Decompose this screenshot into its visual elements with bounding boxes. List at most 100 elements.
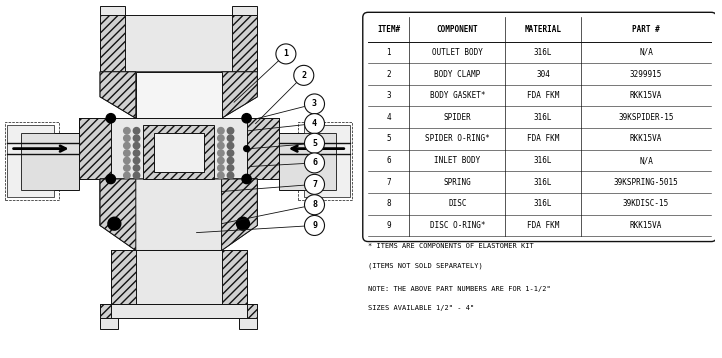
- Circle shape: [123, 157, 130, 164]
- Polygon shape: [222, 72, 257, 118]
- Circle shape: [305, 113, 324, 134]
- Text: FDA FKM: FDA FKM: [527, 135, 560, 144]
- Circle shape: [227, 165, 234, 171]
- Polygon shape: [232, 15, 257, 72]
- Polygon shape: [304, 125, 350, 197]
- Text: BODY CLAMP: BODY CLAMP: [434, 69, 480, 78]
- Text: 304: 304: [536, 69, 550, 78]
- Text: RKK15VA: RKK15VA: [630, 91, 662, 100]
- Text: 6: 6: [312, 159, 317, 168]
- Polygon shape: [279, 118, 336, 190]
- Polygon shape: [240, 318, 257, 329]
- Circle shape: [217, 127, 224, 134]
- Circle shape: [227, 135, 234, 141]
- Circle shape: [227, 150, 234, 156]
- Circle shape: [305, 174, 324, 194]
- Circle shape: [305, 133, 324, 153]
- Circle shape: [276, 44, 296, 64]
- Text: 7: 7: [386, 178, 391, 187]
- Polygon shape: [100, 179, 257, 251]
- Text: FDA FKM: FDA FKM: [527, 91, 560, 100]
- Text: FDA FKM: FDA FKM: [527, 221, 560, 230]
- Polygon shape: [100, 15, 257, 72]
- Text: 3299915: 3299915: [630, 69, 662, 78]
- Text: 5: 5: [312, 139, 317, 148]
- Circle shape: [217, 157, 224, 164]
- Text: 4: 4: [312, 119, 317, 128]
- Text: N/A: N/A: [639, 156, 653, 165]
- Text: 8: 8: [312, 200, 317, 209]
- Text: INLET BODY: INLET BODY: [434, 156, 480, 165]
- Text: ITEM#: ITEM#: [377, 25, 400, 34]
- Polygon shape: [100, 15, 125, 72]
- Text: 316L: 316L: [534, 48, 552, 57]
- Polygon shape: [100, 318, 118, 329]
- Polygon shape: [100, 6, 125, 15]
- Text: PART #: PART #: [632, 25, 660, 34]
- Text: 3: 3: [312, 100, 317, 108]
- Circle shape: [217, 172, 224, 179]
- Text: 316L: 316L: [534, 156, 552, 165]
- Text: 316L: 316L: [534, 178, 552, 187]
- Circle shape: [227, 157, 234, 164]
- Text: MATERIAL: MATERIAL: [525, 25, 562, 34]
- Circle shape: [244, 146, 250, 151]
- Circle shape: [134, 142, 140, 149]
- Circle shape: [227, 172, 234, 179]
- Text: 9: 9: [312, 221, 317, 230]
- Polygon shape: [100, 72, 136, 118]
- Polygon shape: [79, 118, 110, 179]
- Text: 3: 3: [386, 91, 391, 100]
- Polygon shape: [22, 118, 79, 190]
- Polygon shape: [100, 304, 110, 318]
- Bar: [5, 122, 59, 200]
- Text: 4: 4: [386, 113, 391, 122]
- Circle shape: [106, 174, 116, 184]
- Circle shape: [123, 172, 130, 179]
- Circle shape: [217, 142, 224, 149]
- Text: 8: 8: [386, 199, 391, 208]
- Circle shape: [123, 165, 130, 171]
- Circle shape: [134, 172, 140, 179]
- Text: 6: 6: [386, 156, 391, 165]
- Circle shape: [227, 127, 234, 134]
- Text: 39KSPIDER-15: 39KSPIDER-15: [618, 113, 674, 122]
- Circle shape: [242, 174, 251, 184]
- Polygon shape: [100, 72, 257, 118]
- Circle shape: [134, 165, 140, 171]
- Text: SPRING: SPRING: [443, 178, 471, 187]
- Text: 1: 1: [386, 48, 391, 57]
- Circle shape: [134, 150, 140, 156]
- Text: RKK15VA: RKK15VA: [630, 221, 662, 230]
- Circle shape: [134, 157, 140, 164]
- Polygon shape: [143, 125, 214, 179]
- Circle shape: [123, 142, 130, 149]
- Polygon shape: [222, 179, 257, 251]
- Text: 316L: 316L: [534, 113, 552, 122]
- Text: BODY GASKET*: BODY GASKET*: [430, 91, 485, 100]
- Text: SPIDER O-RING*: SPIDER O-RING*: [425, 135, 490, 144]
- Circle shape: [227, 142, 234, 149]
- Circle shape: [237, 217, 250, 230]
- Text: 39KSPRING-5015: 39KSPRING-5015: [614, 178, 679, 187]
- Text: 2: 2: [386, 69, 391, 78]
- Text: 1: 1: [284, 49, 288, 58]
- Polygon shape: [110, 251, 247, 304]
- Circle shape: [305, 195, 324, 215]
- Text: RKK15VA: RKK15VA: [630, 135, 662, 144]
- Polygon shape: [247, 118, 279, 179]
- Text: 7: 7: [312, 180, 317, 189]
- Circle shape: [123, 127, 130, 134]
- Text: * ITEMS ARE COMPONENTS OF ELASTOMER KIT: * ITEMS ARE COMPONENTS OF ELASTOMER KIT: [368, 243, 534, 249]
- Text: 5: 5: [386, 135, 391, 144]
- Polygon shape: [7, 125, 53, 197]
- Bar: [298, 122, 352, 200]
- Circle shape: [106, 113, 116, 123]
- Circle shape: [305, 153, 324, 173]
- Text: SPIDER: SPIDER: [443, 113, 471, 122]
- Circle shape: [217, 135, 224, 141]
- Text: 9: 9: [386, 221, 391, 230]
- Text: NOTE: THE ABOVE PART NUMBERS ARE FOR 1-1/2": NOTE: THE ABOVE PART NUMBERS ARE FOR 1-1…: [368, 286, 551, 292]
- Circle shape: [294, 66, 314, 85]
- Text: DISC: DISC: [448, 199, 466, 208]
